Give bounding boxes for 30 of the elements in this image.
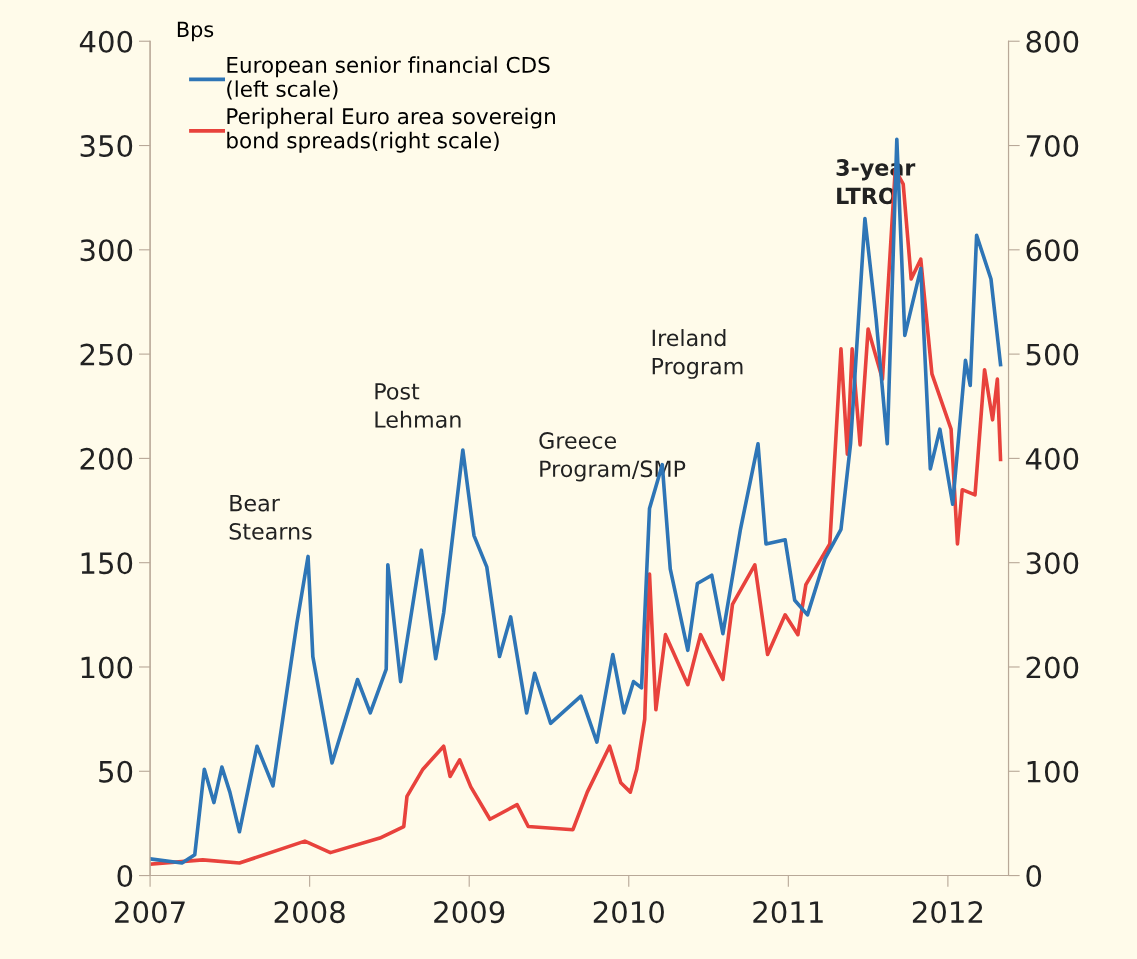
y-tick-label: 50	[99, 760, 133, 783]
annotation: Ireland Program	[652, 329, 743, 379]
y2-tick-label: 0	[1026, 865, 1042, 888]
x-tick-label: 2008	[274, 901, 345, 924]
y-tick-label: 100	[81, 656, 133, 679]
x-tick-label: 2009	[434, 901, 505, 924]
y-tick-label: 0	[117, 865, 133, 888]
y2-tick-label: 700	[1026, 134, 1079, 158]
legend-label: Peripheral Euro area sovereign bond spreads(right scale)	[227, 107, 555, 153]
y2-tick-label: 800	[1026, 30, 1079, 53]
y2-tick-label: 200	[1026, 656, 1079, 679]
y-tick-label: 250	[80, 343, 133, 366]
y-tick-label: 200	[80, 447, 133, 470]
y-tick-label: 150	[81, 552, 133, 575]
y-tick-label: 300	[80, 239, 133, 262]
y2-tick-label: 300	[1026, 552, 1079, 575]
annotation: Post Lehman	[375, 383, 461, 428]
y2-tick-label: 600	[1026, 239, 1079, 262]
y2-tick-label: 500	[1026, 343, 1079, 366]
y2-tick-label: 400	[1025, 447, 1079, 470]
x-tick-label: 2012	[912, 901, 983, 924]
y-axis-title: Bps	[177, 21, 214, 42]
x-tick-label: 2010	[593, 901, 664, 924]
annotation: Bear Stearns	[229, 494, 312, 540]
y-tick-label: 350	[80, 134, 133, 158]
y2-tick-label: 100	[1027, 760, 1079, 783]
x-tick-label: 2007	[115, 901, 185, 924]
x-tick-label: 2011	[753, 901, 823, 924]
legend-label: European senior financial CDS (left scale)	[227, 56, 550, 100]
y-tick-label: 400	[79, 30, 133, 53]
